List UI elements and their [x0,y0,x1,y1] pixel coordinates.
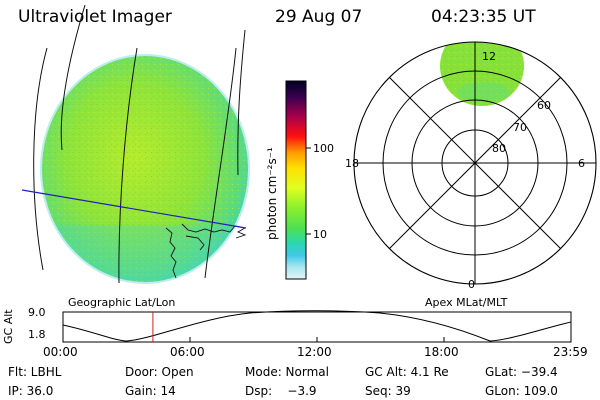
mlat-label-60: 60 [537,99,551,112]
status-glat: GLat: −39.4 [485,365,558,379]
mlat-label-70: 70 [513,121,527,134]
mlat-label-80: 80 [492,142,506,155]
status-gc-alt: GC Alt: 4.1 Re [365,365,449,379]
status-glon: GLon: 109.0 [485,384,558,398]
status-gain: Gain: 14 [125,384,176,398]
instrument-title: Ultraviolet Imager [18,7,172,27]
status-seq: Seq: 39 [365,384,411,398]
satellite-track-line [21,189,247,229]
meridian-lines [33,4,246,284]
mlt-label-6: 6 [578,157,585,170]
orbit-x-tick-0000: 00:00 [43,345,78,359]
colorbar-tick-100: 100 [313,142,334,155]
polar-plot [353,41,597,285]
status-flt: Flt: LBHL [8,365,62,379]
colorbar-unit-label: photon cm⁻²s⁻¹ [265,147,279,240]
polar-plot-caption: Apex MLat/MLT [425,296,508,309]
coastline-outline [165,223,247,279]
earth-disk-image [40,54,250,284]
mlt-label-18: 18 [345,157,359,170]
orbit-x-tick-2359: 23:59 [553,345,588,359]
orbit-x-tick-1200: 12:00 [297,345,332,359]
orbit-y-tick-min: 1.8 [28,328,46,341]
status-dsp: Dsp: −3.9 [245,384,317,398]
orbit-axis-title: GC Alt [2,309,15,344]
status-ip: IP: 36.0 [8,384,54,398]
status-mode: Mode: Normal [245,365,329,379]
orbit-ticks [62,337,572,342]
orbit-x-tick-0600: 06:00 [170,345,205,359]
colorbar-tick-10: 10 [313,228,327,241]
polar-aurora-patch [440,42,524,106]
date-label: 29 Aug 07 [275,7,363,27]
status-door: Door: Open [125,365,194,379]
orbit-y-tick-max: 9.0 [28,306,46,319]
mlt-label-12: 12 [482,50,496,63]
orbit-x-tick-1800: 18:00 [424,345,459,359]
altitude-curve [62,310,572,342]
time-label: 04:23:35 UT [431,7,536,27]
left-panel-caption: Geographic Lat/Lon [68,296,176,309]
mlt-label-0: 0 [468,278,475,291]
colorbar [285,80,311,280]
